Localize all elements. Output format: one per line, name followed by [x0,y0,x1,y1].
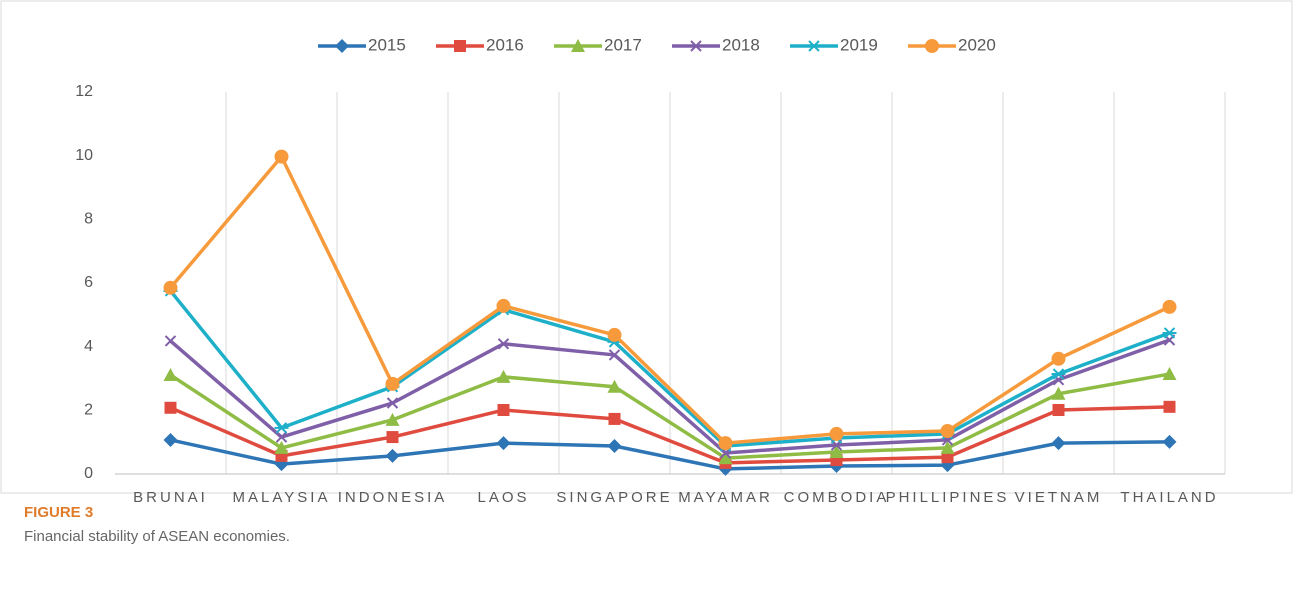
marker [163,280,178,295]
marker [607,327,622,342]
x-tick-label: THAILAND [1120,489,1218,506]
marker [940,424,955,439]
figure-label: FIGURE 3 [24,504,93,521]
marker [335,39,349,53]
y-tick-label: 4 [84,338,93,355]
legend-label: 2017 [604,35,642,54]
marker [690,40,702,52]
marker [497,338,510,350]
marker [274,149,289,164]
marker [385,376,400,391]
legend-label: 2016 [486,35,524,54]
y-tick-label: 8 [84,211,93,228]
figure-caption: Financial stability of ASEAN economies. [24,528,290,545]
marker [1163,400,1176,413]
legend-label: 2018 [722,35,760,54]
x-tick-label: PHILLIPINES [886,489,1010,506]
y-tick-label: 12 [75,83,93,100]
y-tick-label: 6 [84,274,93,291]
chart-frame [0,0,1293,494]
marker [163,367,178,381]
x-tick-label: BRUNAI [133,489,208,506]
y-tick-label: 2 [84,402,93,419]
marker [1051,436,1066,451]
marker [940,440,955,454]
x-tick-label: SINGAPORE [556,489,672,506]
x-tick-label: MAYAMAR [678,489,773,506]
marker [607,379,622,393]
marker [608,349,621,361]
series-line [169,338,1171,455]
series-line [169,372,1170,460]
marker [1162,434,1177,449]
marker [829,426,844,441]
marker [163,432,178,447]
series-line [169,405,1170,465]
marker [275,431,288,443]
y-tick-label: 10 [75,147,93,164]
marker [274,440,289,454]
marker [608,412,621,425]
marker [164,401,177,414]
legend-label: 2020 [958,35,996,54]
marker [386,431,399,444]
marker [274,422,289,434]
marker [941,451,954,464]
y-tick-label: 0 [84,465,93,482]
marker [454,40,466,52]
x-tick-label: INDONESIA [338,489,448,506]
marker [1162,367,1177,381]
marker [1051,368,1066,380]
marker [1052,404,1065,417]
legend-label: 2015 [368,35,406,54]
series-line [170,438,1170,471]
marker [497,404,510,417]
marker [385,412,400,426]
x-tick-label: MALAYSIA [233,489,331,506]
marker [1162,299,1177,314]
marker [1051,386,1066,400]
marker [829,445,844,459]
marker [718,436,733,451]
marker [607,438,622,453]
marker [1162,327,1177,339]
marker [496,298,511,313]
x-tick-label: VIETNAM [1015,489,1103,506]
x-tick-label: LAOS [477,489,529,506]
marker [925,39,939,53]
series-line [169,289,1171,448]
marker [386,397,399,409]
marker [385,448,400,463]
legend-label: 2019 [840,35,878,54]
marker [807,40,821,52]
marker [1051,351,1066,366]
marker [164,335,177,347]
marker [496,436,511,451]
series-line [169,154,1171,445]
marker [571,39,585,52]
x-tick-label: COMBODIA [784,489,890,506]
marker [496,369,511,383]
marker [718,451,733,465]
